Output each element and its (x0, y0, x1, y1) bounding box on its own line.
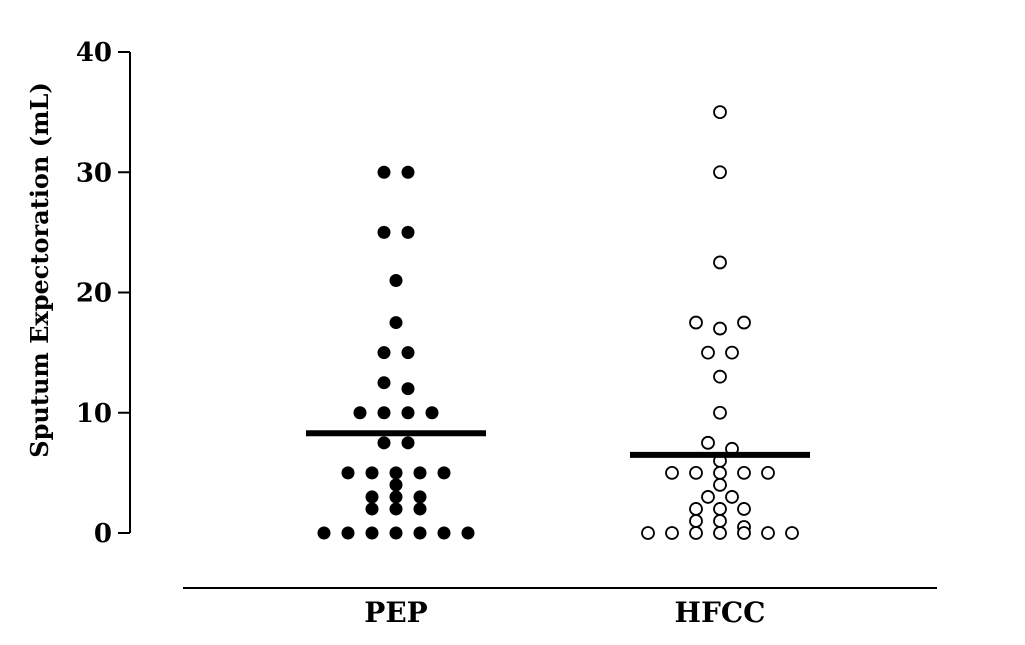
data-point-hfcc (701, 435, 715, 450)
data-point-hfcc (761, 465, 775, 480)
data-point-hfcc (737, 465, 751, 480)
data-point-pep (389, 526, 403, 540)
data-point-pep (341, 526, 355, 540)
data-point-pep (437, 466, 451, 480)
data-point-pep (377, 225, 391, 239)
data-point-hfcc (725, 490, 739, 504)
data-point-pep (401, 436, 415, 450)
data-point-pep (377, 346, 391, 360)
data-point-hfcc (785, 526, 799, 540)
data-point-hfcc (689, 502, 703, 516)
data-point-pep (389, 490, 403, 504)
data-point-pep (401, 382, 415, 396)
data-point-hfcc (713, 514, 727, 528)
data-point-pep (365, 502, 379, 516)
data-point-hfcc (689, 465, 703, 480)
x-category-label-hfcc: HFCC (675, 596, 766, 629)
data-point-hfcc (737, 502, 751, 516)
data-point-pep (389, 502, 403, 516)
data-point-hfcc (713, 477, 727, 492)
y-tick-label-30: 30 (76, 158, 112, 188)
data-point-pep (389, 466, 403, 480)
data-point-pep (389, 273, 403, 287)
data-point-pep (365, 526, 379, 540)
data-point-hfcc (701, 345, 715, 360)
x-category-labels: PEP HFCC (364, 596, 765, 629)
data-point-hfcc (665, 465, 679, 480)
data-point-hfcc (689, 514, 703, 528)
data-point-hfcc (689, 526, 703, 540)
data-point-pep (401, 406, 415, 420)
data-point-pep (401, 225, 415, 239)
data-point-pep (413, 526, 427, 540)
data-point-hfcc (713, 369, 727, 384)
data-point-pep (413, 490, 427, 504)
data-point-pep (317, 526, 331, 540)
data-point-hfcc (713, 405, 727, 420)
data-point-pep (365, 490, 379, 504)
data-point-hfcc (641, 526, 655, 540)
data-point-hfcc (713, 526, 727, 540)
y-tick-group: 0 10 20 30 40 (76, 38, 130, 549)
data-point-pep (353, 406, 367, 420)
data-point-hfcc (665, 526, 679, 540)
data-point-pep (461, 526, 475, 540)
mean-lines (306, 430, 810, 458)
data-point-hfcc (713, 165, 727, 180)
y-tick-label-40: 40 (76, 38, 112, 68)
y-tick-label-0: 0 (94, 519, 112, 549)
data-point-hfcc (713, 105, 727, 120)
data-point-pep (377, 406, 391, 420)
data-point-hfcc (713, 502, 727, 516)
data-point-pep (377, 436, 391, 450)
data-point-pep (437, 526, 451, 540)
data-point-pep (341, 466, 355, 480)
y-tick-label-20: 20 (76, 279, 112, 309)
data-point-hfcc (713, 321, 727, 336)
data-point-hfcc (713, 255, 727, 270)
y-tick-label-10: 10 (76, 399, 112, 429)
data-point-pep (413, 502, 427, 516)
data-point-hfcc (737, 526, 751, 540)
data-point-pep (425, 406, 439, 420)
data-point-pep (401, 165, 415, 179)
data-point-pep (377, 376, 391, 390)
data-points (317, 105, 799, 540)
data-point-pep (413, 466, 427, 480)
data-point-pep (365, 466, 379, 480)
y-axis-title: Sputum Expectoration (mL) (25, 82, 54, 457)
data-point-hfcc (737, 315, 751, 330)
data-point-pep (377, 165, 391, 179)
data-point-hfcc (725, 345, 739, 360)
data-point-hfcc (713, 465, 727, 480)
data-point-hfcc (761, 526, 775, 540)
data-point-hfcc (689, 315, 703, 330)
data-point-hfcc (701, 490, 715, 504)
x-category-label-pep: PEP (364, 596, 427, 629)
data-point-pep (401, 346, 415, 360)
data-point-pep (389, 316, 403, 330)
data-point-pep (389, 478, 403, 492)
